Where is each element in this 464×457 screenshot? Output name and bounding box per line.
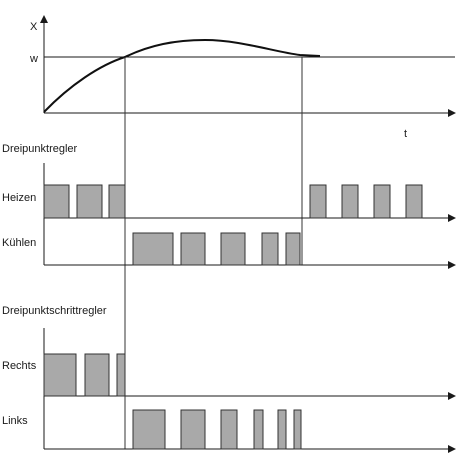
heizen-pulse	[43, 184, 70, 219]
kuehlen-pulse	[132, 232, 174, 266]
track-label-kuehlen: Kühlen	[2, 237, 36, 249]
section-title-three-point-step-controller: Dreipunktschrittregler	[2, 305, 107, 317]
heizen-pulse	[76, 184, 103, 219]
kuehlen-pulse	[180, 232, 206, 266]
heizen-pulse	[108, 184, 126, 219]
track-label-heizen: Heizen	[2, 192, 36, 204]
links-pulse	[253, 409, 264, 450]
kuehlen-pulse	[285, 232, 301, 266]
y-axis-label: X	[30, 21, 38, 33]
time-label: t	[404, 128, 407, 140]
kuehlen-pulse	[220, 232, 246, 266]
links-pulse	[132, 409, 166, 450]
heizen-pulse	[341, 184, 359, 219]
kuehlen-pulse	[261, 232, 279, 266]
setpoint-label: w	[29, 53, 38, 65]
rechts-pulse	[116, 353, 126, 397]
rechts-pulse	[84, 353, 110, 397]
heizen-pulse	[309, 184, 327, 219]
section-title-three-point-controller: Dreipunktregler	[2, 143, 78, 155]
links-pulse	[180, 409, 206, 450]
heizen-pulse	[405, 184, 423, 219]
links-pulse	[277, 409, 287, 450]
track-label-links: Links	[2, 415, 28, 427]
heizen-pulse	[373, 184, 391, 219]
links-pulse	[293, 409, 302, 450]
process-value-curve	[43, 38, 321, 113]
links-pulse	[220, 409, 238, 450]
rechts-pulse	[43, 353, 77, 397]
track-label-rechts: Rechts	[2, 360, 37, 372]
